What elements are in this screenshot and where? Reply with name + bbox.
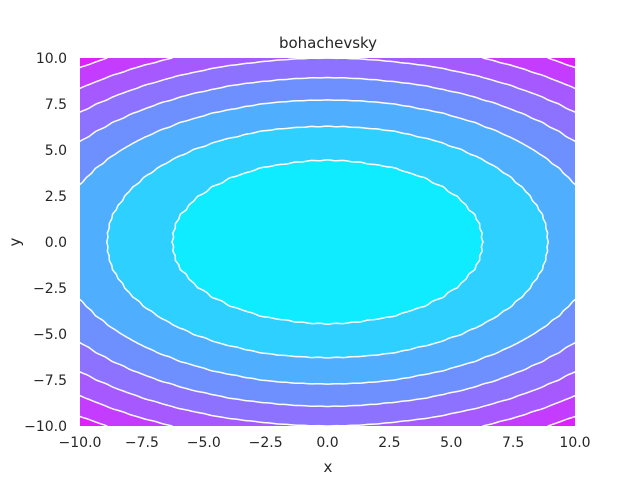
x-tick-label: −7.5: [125, 435, 159, 451]
contour-line: [171, 159, 484, 325]
y-tick-label: 7.5: [45, 97, 67, 113]
x-tick-label: −10.0: [59, 435, 102, 451]
x-tick-label: 7.5: [502, 435, 524, 451]
x-axis-label: x: [324, 458, 333, 476]
y-tick-label: 2.5: [45, 189, 67, 205]
contour-bands: [80, 58, 575, 426]
contour-line: [79, 57, 576, 427]
x-tick-label: −2.5: [249, 435, 283, 451]
contour-line: [79, 57, 576, 427]
y-axis-label: y: [6, 237, 24, 246]
contour-line: [106, 125, 549, 359]
y-tick-label: 10.0: [36, 51, 67, 67]
y-tick-labels: −10.0 −7.5 −5.0 −2.5 0.0 2.5 5.0 7.5 10.0: [24, 51, 67, 435]
y-tick-label: 5.0: [45, 143, 67, 159]
x-tick-label: −5.0: [187, 435, 221, 451]
contour-line: [79, 99, 576, 385]
x-tick-label: 0.0: [316, 435, 338, 451]
contour-line: [79, 76, 576, 408]
y-tick-label: −7.5: [33, 373, 67, 389]
x-tick-label: 10.0: [559, 435, 590, 451]
y-tick-label: −10.0: [24, 419, 67, 435]
y-tick-label: −2.5: [33, 281, 67, 297]
contour-lines: [79, 57, 576, 427]
chart-title: bohachevsky: [279, 34, 377, 52]
y-tick-label: −5.0: [33, 327, 67, 343]
x-tick-label: 5.0: [440, 435, 462, 451]
contour-line: [79, 57, 576, 427]
x-tick-labels: −10.0 −7.5 −5.0 −2.5 0.0 2.5 5.0 7.5 10.0: [59, 435, 591, 451]
y-tick-label: 0.0: [45, 235, 67, 251]
x-tick-label: 2.5: [378, 435, 400, 451]
contour-fill: [80, 58, 575, 426]
